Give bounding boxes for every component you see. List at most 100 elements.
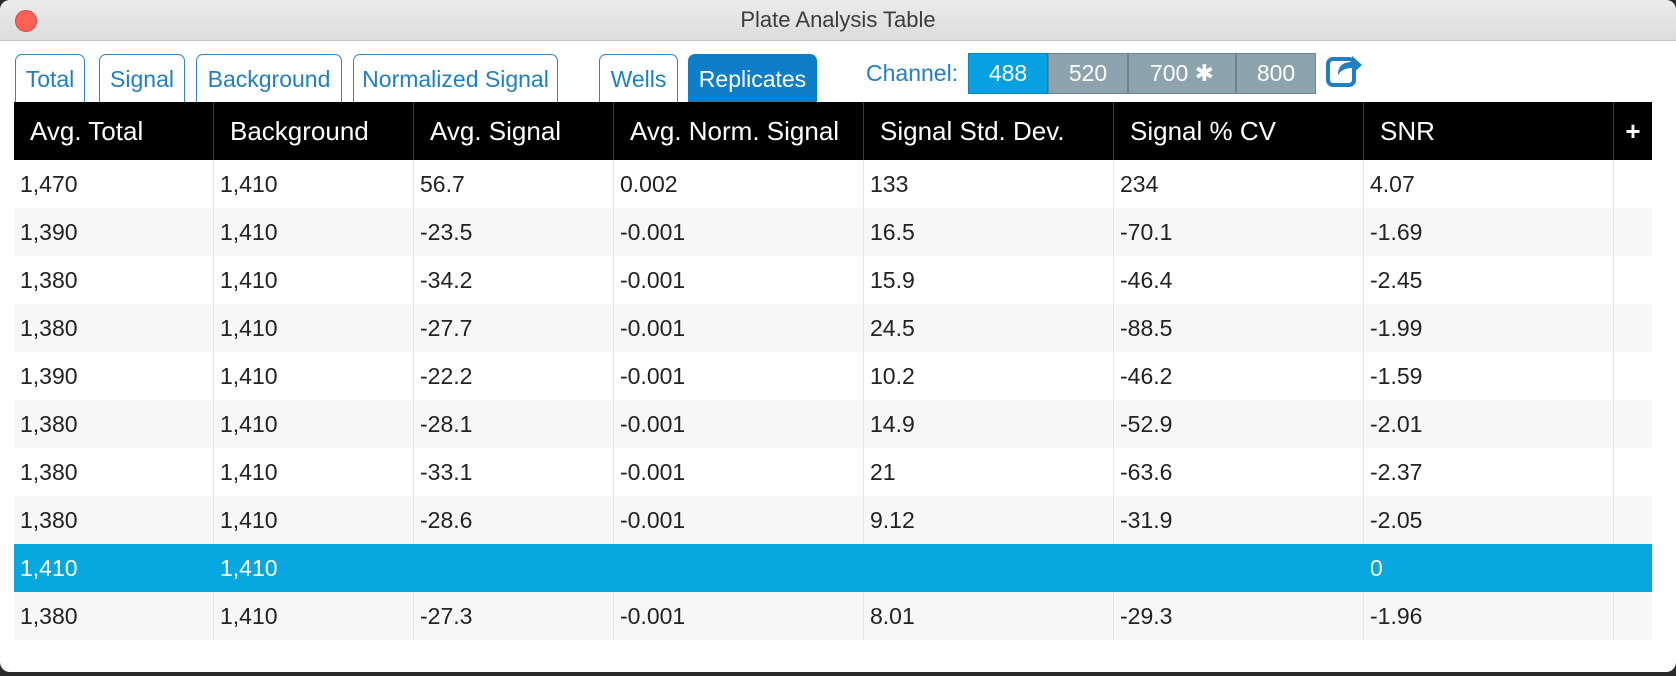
table-cell: -2.45 (1364, 256, 1614, 304)
table-row[interactable]: 1,390 1,410 -23.5 -0.001 16.5 -70.1 -1.69 (14, 208, 1652, 256)
table-row[interactable]: 1,380 1,410 -33.1 -0.001 21 -63.6 -2.37 (14, 448, 1652, 496)
table-cell (864, 544, 1114, 592)
table-cell-filler (1614, 448, 1652, 496)
table-body: 1,470 1,410 56.7 0.002 133 234 4.07 1,390 1,410-… (14, 160, 1652, 640)
table-cell: -34.2 (414, 256, 614, 304)
column-header[interactable]: Avg. Norm. Signal (614, 102, 864, 160)
table-cell: 15.9 (864, 256, 1114, 304)
table-cell: -1.99 (1364, 304, 1614, 352)
channel-700-button[interactable]: 700 ✱ (1128, 53, 1236, 94)
table-row[interactable]: 1,380 1,410 -34.2 -0.001 15.9 -46.4 -2.45 (14, 256, 1652, 304)
table-cell: -23.5 (414, 208, 614, 256)
table-row[interactable]: 1,380 1,410 -28.1 -0.001 14.9 -52.9 -2.01 (14, 400, 1652, 448)
table-cell: -0.001 (614, 208, 864, 256)
tab-total[interactable]: Total (15, 54, 85, 103)
table-cell: 14.9 (864, 400, 1114, 448)
table-cell-filler (1614, 352, 1652, 400)
table-cell-filler (1614, 208, 1652, 256)
tab-wells[interactable]: Wells (599, 54, 678, 103)
table-cell: 10.2 (864, 352, 1114, 400)
channel-488-button[interactable]: 488 (968, 53, 1048, 94)
table-cell: 1,410 (214, 160, 414, 208)
tab-normalized-signal[interactable]: Normalized Signal (353, 54, 558, 103)
table-cell: -0.001 (614, 592, 864, 640)
close-icon[interactable] (15, 10, 37, 32)
table-cell: 1,380 (14, 400, 214, 448)
table-cell: -88.5 (1114, 304, 1364, 352)
table-cell: -0.001 (614, 256, 864, 304)
column-header[interactable]: SNR (1364, 102, 1614, 160)
table-cell: 4.07 (1364, 160, 1614, 208)
table-cell: -33.1 (414, 448, 614, 496)
table-cell: 1,410 (214, 256, 414, 304)
table-cell-filler (1614, 256, 1652, 304)
tab-background[interactable]: Background (196, 54, 342, 103)
replicates-table: Avg. Total Background Avg. Signal Avg. Norm… (14, 102, 1652, 640)
table-cell: 0 (1364, 544, 1614, 592)
table-cell: -2.05 (1364, 496, 1614, 544)
table-cell: 234 (1114, 160, 1364, 208)
table-cell: 1,380 (14, 496, 214, 544)
table-row[interactable]: 1,380 1,410 -28.6 -0.001 9.12 -31.9 -2.05 (14, 496, 1652, 544)
table-cell: 1,410 (214, 352, 414, 400)
table-row[interactable]: 1,410 1,410 0 (14, 544, 1652, 592)
column-header[interactable]: Signal % CV (1114, 102, 1364, 160)
table-cell: -27.7 (414, 304, 614, 352)
table-cell (414, 544, 614, 592)
table-cell: 1,380 (14, 592, 214, 640)
table-cell-filler (1614, 304, 1652, 352)
table-cell: -0.001 (614, 496, 864, 544)
table-header: Avg. Total Background Avg. Signal Avg. Norm… (14, 102, 1652, 160)
table-cell: -1.59 (1364, 352, 1614, 400)
table-cell: -29.3 (1114, 592, 1364, 640)
table-cell: 1,410 (214, 496, 414, 544)
table-cell: 1,410 (214, 592, 414, 640)
channel-520-button[interactable]: 520 (1048, 53, 1128, 94)
table-cell: -1.69 (1364, 208, 1614, 256)
table-cell: 1,470 (14, 160, 214, 208)
window-title: Plate Analysis Table (740, 7, 936, 32)
table-row[interactable]: 1,470 1,410 56.7 0.002 133 234 4.07 (14, 160, 1652, 208)
table-cell: -0.001 (614, 304, 864, 352)
table-cell: -0.001 (614, 352, 864, 400)
column-header[interactable]: Avg. Total (14, 102, 214, 160)
table-cell: 0.002 (614, 160, 864, 208)
column-header[interactable]: Signal Std. Dev. (864, 102, 1114, 160)
table-cell (1114, 544, 1364, 592)
table-cell: -28.6 (414, 496, 614, 544)
table-cell: 1,390 (14, 208, 214, 256)
table-cell: 24.5 (864, 304, 1114, 352)
table-cell: -2.37 (1364, 448, 1614, 496)
table-cell: 1,410 (214, 304, 414, 352)
table-cell: 1,380 (14, 304, 214, 352)
title-bar: Plate Analysis Table (0, 0, 1676, 41)
channel-800-button[interactable]: 800 (1236, 53, 1316, 94)
table-cell: 133 (864, 160, 1114, 208)
table-cell: 16.5 (864, 208, 1114, 256)
table-cell: 8.01 (864, 592, 1114, 640)
tab-replicates[interactable]: Replicates (688, 54, 817, 103)
table-cell: -70.1 (1114, 208, 1364, 256)
table-row[interactable]: 1,380 1,410 -27.3 -0.001 8.01 -29.3 -1.96 (14, 592, 1652, 640)
table-cell: 21 (864, 448, 1114, 496)
table-cell: 1,380 (14, 256, 214, 304)
add-column-button[interactable]: + (1625, 115, 1641, 146)
table-row[interactable]: 1,390 1,410 -22.2 -0.001 10.2 -46.2 -1.59 (14, 352, 1652, 400)
table-cell: -31.9 (1114, 496, 1364, 544)
column-header[interactable]: Avg. Signal (414, 102, 614, 160)
column-header[interactable]: Background (214, 102, 414, 160)
toolbar: Total Signal Background Normalized Signa… (0, 41, 1676, 103)
table-cell: 1,410 (214, 544, 414, 592)
table-cell: -2.01 (1364, 400, 1614, 448)
table-cell: 1,380 (14, 448, 214, 496)
table-cell-filler (1614, 160, 1652, 208)
table-cell: -46.4 (1114, 256, 1364, 304)
table-row[interactable]: 1,380 1,410 -27.7 -0.001 24.5 -88.5 -1.99 (14, 304, 1652, 352)
table-cell: -27.3 (414, 592, 614, 640)
table-cell: -22.2 (414, 352, 614, 400)
table-cell: 56.7 (414, 160, 614, 208)
export-icon[interactable] (1326, 51, 1364, 87)
table-cell: 9.12 (864, 496, 1114, 544)
tab-signal[interactable]: Signal (99, 54, 185, 103)
